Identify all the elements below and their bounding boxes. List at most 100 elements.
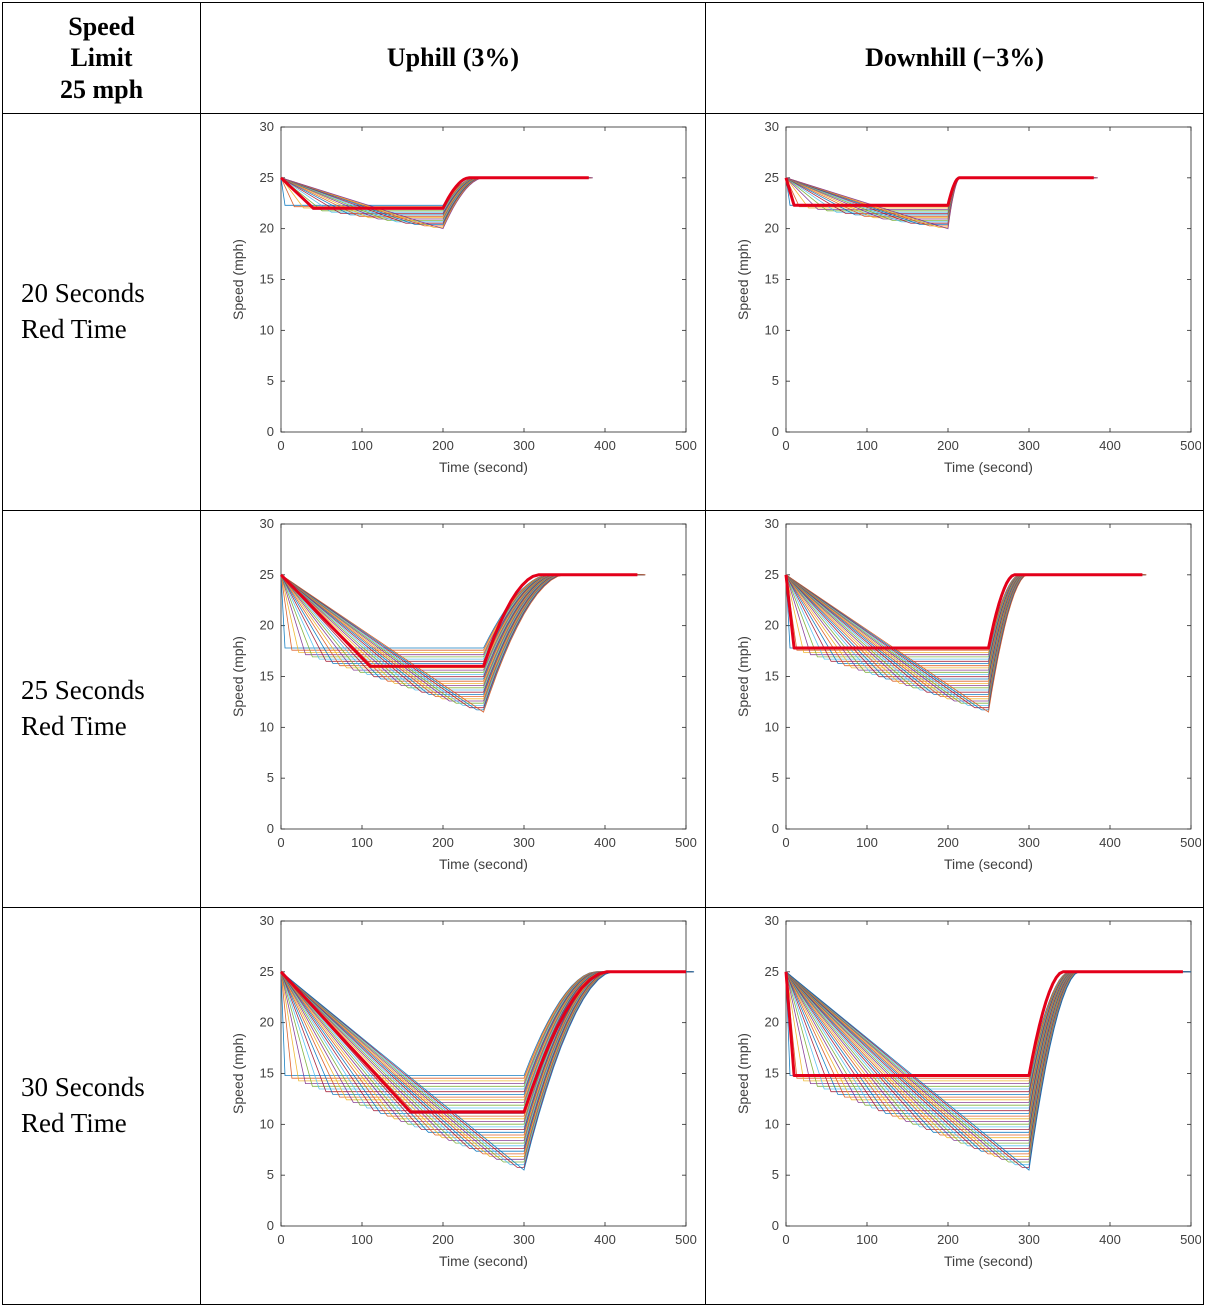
y-tick-label: 0 [772, 424, 779, 439]
y-tick-label: 30 [260, 913, 274, 928]
y-tick-label: 20 [260, 618, 274, 633]
x-axis-label: Time (second) [439, 856, 528, 872]
row-20s: 20 Seconds Red Time 0 100 200 300 400 500 0 5 10… [2, 113, 1204, 511]
speed-chart-25s-downhill: 0 100 200 300 400 500 0 5 10 15 20 25 30 Time (second… [735, 516, 1201, 872]
y-tick-label: 25 [765, 170, 779, 185]
plot-cell-20s-downhill: 0 100 200 300 400 500 0 5 10 15 20 25 30 Time (second… [705, 113, 1204, 511]
highlight-trajectory [279, 970, 686, 1114]
column-header-uphill: Uphill (3%) [200, 2, 706, 114]
x-tick-label: 300 [1018, 438, 1040, 453]
x-tick-label: 400 [1099, 835, 1121, 850]
x-tick-label: 0 [277, 438, 284, 453]
x-tick-label: 100 [856, 1232, 878, 1247]
x-tick-label: 200 [432, 835, 454, 850]
y-tick-label: 5 [267, 770, 274, 785]
y-axis-label: Speed (mph) [230, 636, 246, 717]
x-tick-label: 100 [351, 835, 373, 850]
plot-cell-20s-uphill: 0 100 200 300 400 500 0 5 10 15 20 25 30 Time (second… [200, 113, 706, 511]
x-tick-label: 400 [594, 1232, 616, 1247]
x-tick-label: 0 [782, 438, 789, 453]
y-tick-label: 10 [765, 719, 779, 734]
y-tick-label: 0 [267, 821, 274, 836]
y-tick-label: 15 [260, 272, 274, 287]
y-tick-label: 15 [260, 669, 274, 684]
y-tick-label: 25 [260, 170, 274, 185]
y-tick-label: 0 [772, 821, 779, 836]
x-axis-label: Time (second) [439, 1253, 528, 1269]
plot-cell-25s-downhill: 0 100 200 300 400 500 0 5 10 15 20 25 30 Time (second… [705, 510, 1204, 908]
x-tick-label: 500 [675, 1232, 697, 1247]
x-tick-label: 0 [782, 1232, 789, 1247]
highlight-trajectory [279, 573, 638, 668]
x-tick-label: 100 [856, 438, 878, 453]
highlight-trajectory [784, 176, 1094, 207]
y-tick-label: 5 [267, 373, 274, 388]
speed-chart-30s-uphill: 0 100 200 300 400 500 0 5 10 15 20 25 30 Time (second… [230, 913, 697, 1269]
x-tick-label: 200 [937, 835, 959, 850]
x-tick-label: 300 [1018, 835, 1040, 850]
y-tick-label: 10 [260, 719, 274, 734]
y-tick-label: 10 [260, 1116, 274, 1131]
corner-line-1: Speed [68, 12, 135, 42]
y-tick-label: 25 [765, 964, 779, 979]
y-axis-label: Speed (mph) [230, 239, 246, 320]
y-tick-label: 5 [267, 1167, 274, 1182]
x-tick-label: 200 [432, 438, 454, 453]
x-tick-label: 500 [1180, 438, 1201, 453]
header-row: Speed Limit 25 mph Uphill (3%) Downhill … [2, 2, 1204, 114]
x-tick-label: 500 [1180, 1232, 1201, 1247]
x-tick-label: 500 [1180, 835, 1201, 850]
x-tick-label: 100 [856, 835, 878, 850]
y-tick-label: 0 [267, 1218, 274, 1233]
x-axis-label: Time (second) [944, 856, 1033, 872]
x-axis-label: Time (second) [439, 459, 528, 475]
speed-chart-20s-downhill: 0 100 200 300 400 500 0 5 10 15 20 25 30 Time (second… [735, 119, 1201, 475]
x-tick-label: 400 [594, 438, 616, 453]
y-tick-label: 0 [772, 1218, 779, 1233]
y-axis-label: Speed (mph) [230, 1033, 246, 1114]
plot-area [280, 126, 687, 433]
trajectory-line [280, 971, 695, 1171]
y-axis-label: Speed (mph) [735, 239, 751, 320]
y-tick-label: 5 [772, 770, 779, 785]
y-tick-label: 20 [765, 221, 779, 236]
highlight-trajectory [784, 573, 1143, 650]
y-tick-label: 15 [765, 272, 779, 287]
corner-line-2: Limit [70, 43, 133, 73]
x-tick-label: 0 [277, 835, 284, 850]
y-tick-label: 20 [260, 221, 274, 236]
y-axis-label: Speed (mph) [735, 636, 751, 717]
trajectory-line [785, 574, 1147, 713]
x-tick-label: 400 [1099, 438, 1121, 453]
y-tick-label: 25 [260, 964, 274, 979]
row-label-line-1: 30 Seconds [21, 1072, 145, 1103]
y-tick-label: 30 [260, 119, 274, 134]
trajectory-line [785, 971, 1191, 1171]
plot-cell-30s-downhill: 0 100 200 300 400 500 0 5 10 15 20 25 30 Time (second… [705, 907, 1204, 1305]
y-tick-label: 15 [765, 1066, 779, 1081]
row-label-line-2: Red Time [21, 314, 127, 344]
x-tick-label: 200 [937, 438, 959, 453]
y-tick-label: 25 [765, 567, 779, 582]
x-tick-label: 0 [782, 835, 789, 850]
y-tick-label: 30 [765, 119, 779, 134]
x-tick-label: 100 [351, 1232, 373, 1247]
corner-header: Speed Limit 25 mph [2, 2, 201, 114]
y-tick-label: 30 [765, 913, 779, 928]
y-axis-label: Speed (mph) [735, 1033, 751, 1114]
y-tick-label: 5 [772, 373, 779, 388]
y-tick-label: 15 [260, 1066, 274, 1081]
x-tick-label: 300 [513, 438, 535, 453]
x-axis-label: Time (second) [944, 1253, 1033, 1269]
highlight-trajectory [784, 970, 1183, 1077]
row-label-30s: 30 Seconds Red Time [2, 907, 201, 1305]
y-tick-label: 10 [765, 1116, 779, 1131]
trajectory-family [280, 574, 646, 713]
x-tick-label: 200 [937, 1232, 959, 1247]
y-tick-label: 20 [765, 618, 779, 633]
x-tick-label: 300 [513, 1232, 535, 1247]
x-tick-label: 500 [675, 835, 697, 850]
x-tick-label: 400 [594, 835, 616, 850]
x-tick-label: 300 [513, 835, 535, 850]
